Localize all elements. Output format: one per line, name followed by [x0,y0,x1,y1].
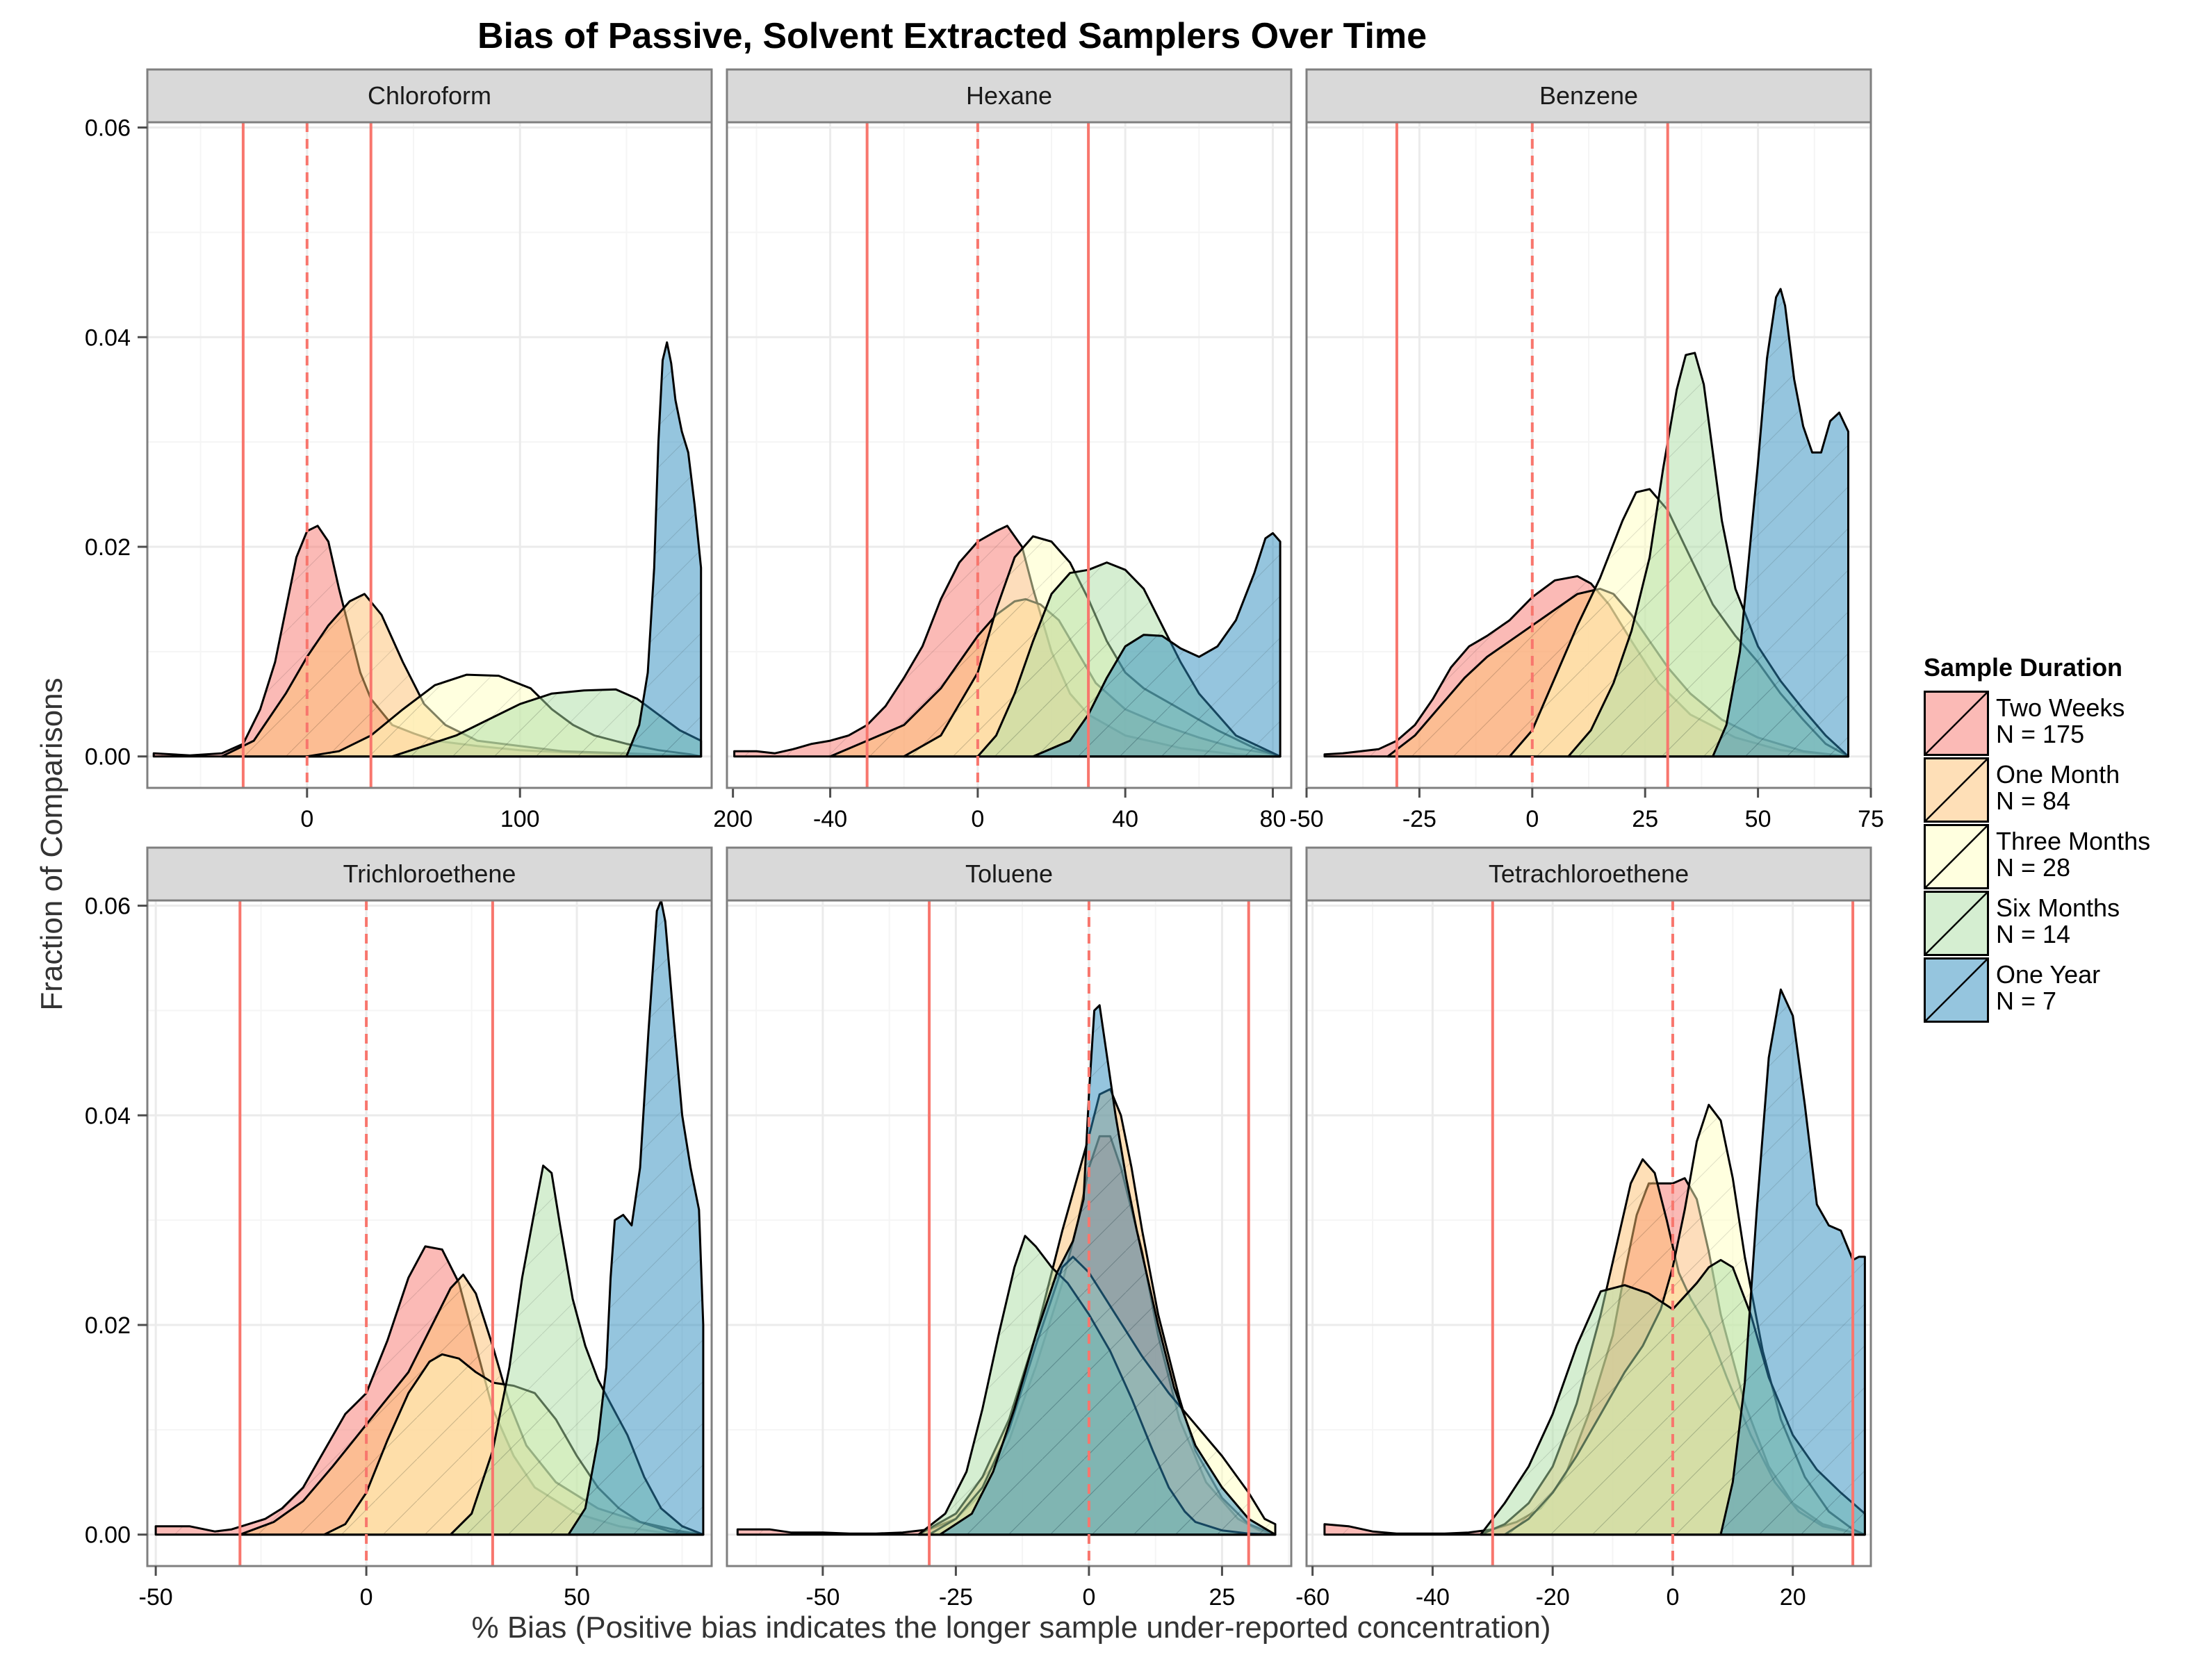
x-tick-label: 0 [300,806,313,832]
legend-swatch [1926,759,1987,821]
x-tick-label: 0 [1666,1584,1679,1611]
y-tick-label: 0.04 [85,1103,131,1129]
y-tick-label: 0.00 [85,744,131,771]
legend-label: One Year [1996,960,2101,989]
panel-strip [146,68,713,124]
panel-strip [726,846,1293,902]
density-outline-one-year [938,1004,1277,1536]
legend-count: N = 7 [1996,987,2057,1015]
legend-key-one-year [1924,957,1989,1023]
legend-item-two-weeks: Two Weeks N = 175 [1924,691,2150,757]
x-tick-label: 0 [1525,806,1539,832]
y-axis-label: Fraction of Comparisons [35,677,69,1011]
y-tick-label: 0.02 [85,1312,131,1339]
y-tick-label: 0.06 [85,115,131,142]
legend-key-six-months [1924,891,1989,956]
y-tick-label: 0.06 [85,893,131,920]
panel-strip-label: Trichloroethene [343,859,516,888]
legend-swatch-diagonal [1926,893,1987,954]
x-tick-label: 50 [1745,806,1771,832]
x-tick-label: 40 [1112,806,1138,832]
legend-item-one-year: One Year N = 7 [1924,957,2150,1024]
x-tick-label: 0 [1082,1584,1095,1611]
x-tick-label: 50 [564,1584,590,1611]
panel-strip [146,846,713,902]
x-tick-label: 75 [1858,806,1884,832]
x-tick-label: -20 [1536,1584,1570,1611]
legend-swatch [1926,893,1987,954]
x-tick-label: -60 [1295,1584,1329,1611]
panel-strip [1305,846,1872,902]
density-outline-one-year [567,899,705,1536]
legend-count: N = 14 [1996,920,2071,948]
chart-title: Bias of Passive, Solvent Extracted Sampl… [477,16,1427,56]
density-outline-one-year [1032,532,1282,758]
legend-title: Sample Duration [1924,653,2123,682]
panel-hexane: Hexane -40 0 40 80 [726,68,1293,832]
density-outline-one-year [1719,988,1866,1536]
legend-label: One Month [1996,760,2120,789]
panel-tetrachloroethene: Tetrachloroethene -60 -40 -20 0 20 [1295,846,1872,1611]
x-tick-label: -50 [139,1584,173,1611]
legend-swatch [1926,693,1987,754]
density-outline-one-year [625,341,703,758]
legend-swatch-diagonal [1926,693,1987,754]
panel-trichloroethene: Trichloroethene -50 0 50 0.00 0.02 0.04 0.06 [85,846,713,1611]
panel-benzene: Benzene -50 -25 0 25 50 75 [1289,68,1884,832]
x-tick-label: 20 [1780,1584,1806,1611]
panel-strip-label: Hexane [966,81,1052,110]
x-tick-label: 0 [360,1584,373,1611]
panel-strip-label: Chloroform [368,81,491,110]
x-tick-label: 80 [1260,806,1286,832]
y-tick-label: 0.02 [85,534,131,561]
legend-swatch [1926,960,1987,1021]
x-tick-label: 100 [500,806,540,832]
x-tick-label: -40 [813,806,847,832]
y-tick-label: 0.00 [85,1522,131,1549]
x-axis-label: % Bias (Positive bias indicates the long… [471,1611,1551,1645]
legend-item-one-month: One Month N = 84 [1924,757,2150,824]
panel-strip-label: Tetrachloroethene [1489,859,1689,888]
legend-label: Two Weeks [1996,693,2125,722]
panel-strip [1305,68,1872,124]
legend-key-three-months [1924,824,1989,889]
x-tick-label: -50 [805,1584,840,1611]
x-tick-label: 200 [713,806,753,832]
legend-key-two-weeks [1924,691,1989,756]
legend-label: Three Months [1996,827,2151,855]
legend-label: Six Months [1996,893,2120,922]
legend-count: N = 28 [1996,853,2071,882]
panel-strip [726,68,1293,124]
legend-key-one-month [1924,757,1989,823]
legend-swatch-diagonal [1926,759,1987,821]
x-tick-label: -25 [1402,806,1436,832]
legend-item-six-months: Six Months N = 14 [1924,891,2150,957]
legend-swatch-diagonal [1926,826,1987,887]
x-tick-label: -25 [939,1584,973,1611]
panel-chloroform: Chloroform 0 100 200 0.00 0.02 0.04 0.06 [85,68,753,832]
panel-toluene: Toluene -50 -25 0 25 [726,846,1293,1611]
x-tick-label: -40 [1416,1584,1450,1611]
legend-count: N = 84 [1996,787,2071,815]
legend: Sample Duration Two Weeks N = 175 One Mon… [1924,653,2150,1024]
legend-count: N = 175 [1996,720,2085,748]
x-tick-label: 0 [971,806,984,832]
x-tick-label: 25 [1209,1584,1236,1611]
panel-strip-label: Benzene [1539,81,1638,110]
panel-background [147,122,712,788]
x-tick-label: -50 [1289,806,1323,832]
legend-item-three-months: Three Months N = 28 [1924,824,2150,891]
density-outline-one-year [1712,288,1849,758]
legend-swatch [1926,826,1987,887]
panel-strip-label: Toluene [965,859,1053,888]
legend-swatch-diagonal [1926,960,1987,1021]
x-tick-label: 25 [1632,806,1658,832]
y-tick-label: 0.04 [85,324,131,351]
